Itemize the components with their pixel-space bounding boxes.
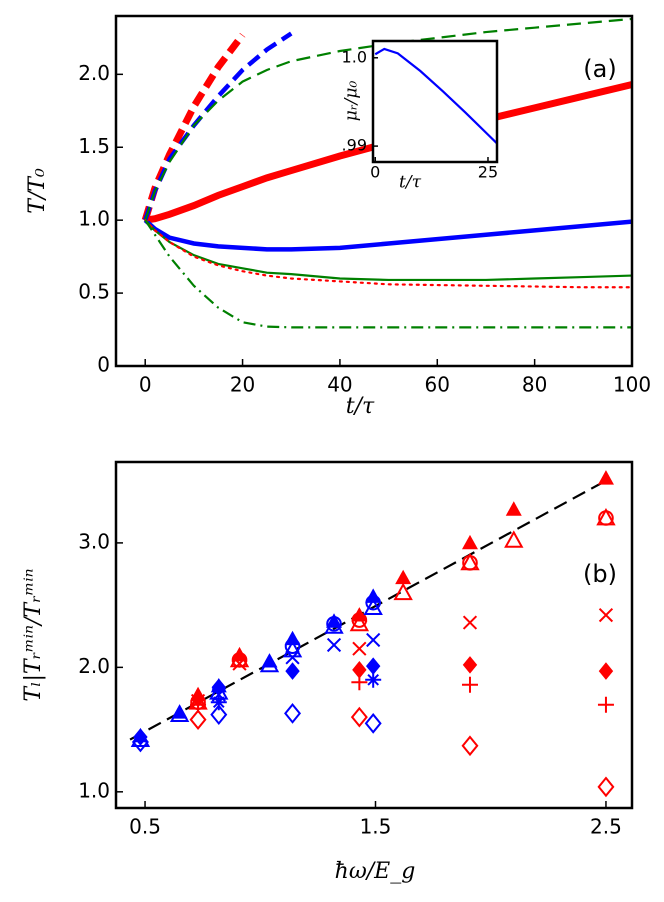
y-tick-label: 2.0 (78, 654, 110, 678)
y-tick-label: 3.0 (78, 529, 110, 553)
y-tick-label: 1.0 (78, 207, 110, 231)
marker (461, 676, 478, 693)
x-tick-label: 100 (613, 373, 651, 397)
marker (504, 530, 524, 548)
marker (365, 671, 382, 688)
marker (366, 632, 381, 648)
panel-label: (a) (583, 55, 616, 83)
panel: 0 20 40 60 80 100 0 0.5 1.0 1.5 2.0 (a) t/τ T/T₀ (25, 14, 651, 419)
marker (598, 607, 614, 623)
x-axis-label: t/τ (346, 394, 375, 419)
marker (364, 712, 382, 734)
marker (189, 709, 207, 731)
x-tick-label: 40 (327, 373, 352, 397)
plot-content (129, 470, 616, 798)
marker (231, 652, 248, 668)
marker (363, 597, 383, 616)
plot-content (374, 47, 497, 145)
marker (210, 704, 228, 726)
marker (365, 594, 381, 611)
axes-frame (114, 14, 634, 368)
marker (131, 731, 149, 753)
marker (259, 654, 280, 673)
y-tick-label: 1.0 (342, 47, 367, 66)
x-tick-label: 0 (139, 373, 152, 397)
marker (461, 534, 478, 550)
marker (133, 728, 148, 746)
marker (349, 613, 370, 632)
marker (393, 582, 413, 601)
axes-frame (114, 460, 634, 810)
y-tick-label: 0.5 (78, 280, 110, 304)
y-axis-label: Tₗ|Tᵣᵐⁱⁿ/Tᵣᵐⁱⁿ (21, 568, 46, 701)
panel: 0 25 .99 1.0 t/τ μᵣ/μ₀ (342, 39, 499, 193)
marker (598, 510, 614, 526)
y-axis-label: μᵣ/μ₀ (342, 81, 362, 122)
marker (461, 735, 479, 757)
marker (352, 641, 367, 656)
series-line (374, 47, 497, 145)
marker (285, 650, 300, 665)
marker (284, 638, 301, 655)
series-line (144, 81, 632, 224)
marker (232, 656, 247, 671)
plot-area (373, 41, 497, 162)
x-tick-label: 80 (522, 373, 547, 397)
x-axis-label: t/τ (399, 173, 422, 193)
plot-content (141, 17, 632, 329)
marker (169, 704, 190, 723)
x-tick-label: 25 (478, 163, 498, 182)
marker (462, 555, 478, 571)
axes-frame (371, 39, 499, 164)
marker (597, 776, 615, 798)
marker (395, 569, 412, 585)
x-tick-label: 0 (370, 163, 380, 182)
marker (324, 616, 344, 634)
marker (352, 661, 367, 679)
marker (210, 694, 227, 711)
marker (211, 678, 226, 697)
marker (285, 662, 300, 680)
series-line (144, 219, 632, 289)
panel-label: (b) (583, 560, 617, 588)
marker (365, 657, 381, 675)
x-tick-label: 1.5 (360, 815, 392, 839)
marker (462, 615, 478, 630)
marker (351, 612, 368, 628)
x-tick-label: 2.5 (590, 815, 622, 839)
x-tick-label: 60 (425, 373, 450, 397)
marker (505, 501, 522, 516)
marker (284, 703, 302, 724)
marker (326, 637, 342, 653)
y-tick-label: 1.0 (78, 778, 110, 802)
marker (351, 674, 368, 691)
marker (597, 470, 614, 485)
y-axis-label: T/T₀ (25, 168, 50, 214)
x-axis-label: ħω/E_g (335, 859, 416, 884)
panel: 0.5 1.5 2.5 1.0 2.0 3.0 (b) ħω/E_g Tₗ|Tᵣᵐⁱⁿ/Tᵣᵐⁱ… (21, 460, 634, 884)
series-line (129, 479, 607, 741)
y-tick-label: 1.5 (78, 134, 110, 158)
marker (462, 656, 478, 674)
y-tick-label: 2.0 (78, 61, 110, 85)
y-tick-label: 0 (97, 353, 110, 377)
marker (598, 662, 614, 680)
y-tick-label: .99 (342, 136, 367, 155)
series-line (143, 31, 293, 221)
series-line (144, 219, 632, 329)
x-tick-label: 0.5 (129, 815, 161, 839)
marker (326, 615, 342, 632)
series-line (143, 218, 632, 252)
marker (350, 706, 368, 728)
x-tick-label: 20 (230, 373, 255, 397)
marker (597, 696, 614, 713)
plot-area (116, 462, 632, 808)
